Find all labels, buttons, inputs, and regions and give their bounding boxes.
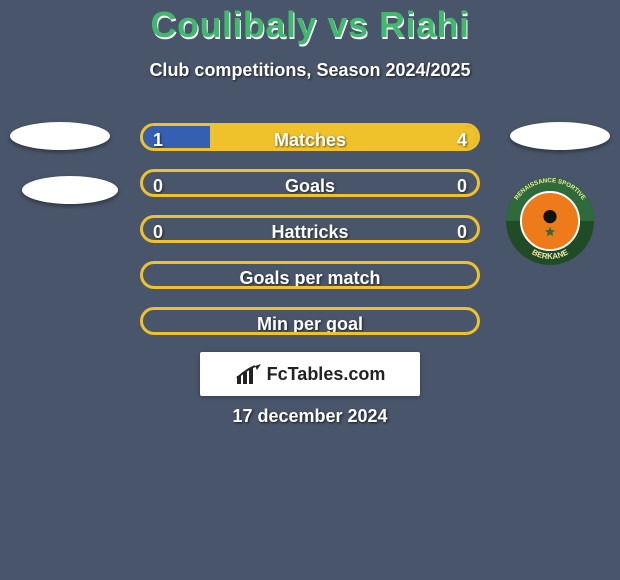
- flag-ellipse: [510, 122, 610, 150]
- stat-bar: Min per goal: [140, 307, 480, 335]
- page-title: Coulibaly vs Riahi: [0, 4, 620, 46]
- stat-bar: Goals0 0: [140, 169, 480, 197]
- bar-value-left: 1: [153, 126, 163, 151]
- bar-value-left: 0: [153, 218, 163, 243]
- flag-ellipse: [10, 122, 110, 150]
- bar-label: Goals per match: [143, 264, 477, 289]
- bar-value-right: 0: [457, 172, 467, 197]
- dateline: 17 december 2024: [0, 406, 620, 427]
- bar-label: Hattricks: [143, 218, 477, 243]
- bar-label: Matches: [143, 126, 477, 151]
- flag-ellipse: [22, 176, 118, 204]
- bar-value-left: 0: [153, 172, 163, 197]
- stat-bar: Goals per match: [140, 261, 480, 289]
- bar-label: Goals: [143, 172, 477, 197]
- stat-bar: Hattricks0 0: [140, 215, 480, 243]
- club-badge: RENAISSANCE SPORTIVEBERKANE: [506, 177, 594, 265]
- comparison-canvas: Coulibaly vs Riahi Club competitions, Se…: [0, 0, 620, 580]
- subtitle: Club competitions, Season 2024/2025: [0, 60, 620, 81]
- watermark-text: FcTables.com: [267, 364, 386, 385]
- watermark: FcTables.com: [200, 352, 420, 396]
- bar-label: Min per goal: [143, 310, 477, 335]
- bar-value-right: 0: [457, 218, 467, 243]
- bar-value-right: 4: [457, 126, 467, 151]
- chart-icon: [235, 364, 263, 384]
- stat-bar: Matches1 4: [140, 123, 480, 151]
